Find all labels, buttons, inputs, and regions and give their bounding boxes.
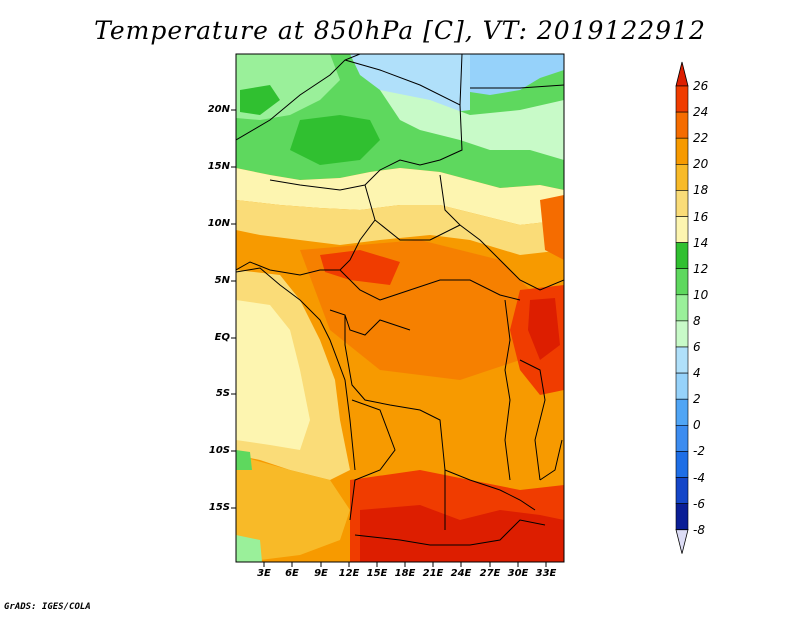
lat-label-20n: 20N xyxy=(207,104,230,115)
lon-label-9e: 9E xyxy=(314,568,328,579)
lon-label-24e: 24E xyxy=(450,568,472,579)
colorbar-label: 0 xyxy=(693,418,701,433)
colorbar-swatch xyxy=(675,320,689,348)
lat-label-eq: EQ xyxy=(214,332,230,343)
axis-ticks xyxy=(231,109,547,567)
colorbar-label: 26 xyxy=(693,79,709,93)
map-title: Temperature at 850hPa [C], VT: 201912291… xyxy=(94,16,706,45)
colorbar-swatch xyxy=(675,424,689,452)
colorbar-swatch xyxy=(675,268,689,296)
lon-label-30e: 30E xyxy=(507,568,529,579)
colorbar-swatch xyxy=(675,111,689,139)
colorbar-swatch xyxy=(675,164,689,191)
colorbar-swatch xyxy=(675,372,689,400)
colorbar-label: 12 xyxy=(693,261,709,276)
colorbar-label: -4 xyxy=(693,470,705,485)
country-borders xyxy=(236,54,564,546)
colorbar-label: 22 xyxy=(693,131,709,146)
map-frame xyxy=(235,53,565,563)
colorbar-label: -8 xyxy=(693,522,705,537)
lon-label-33e: 33E xyxy=(535,568,557,579)
lon-label-15e: 15E xyxy=(366,568,388,579)
lat-label-15s: 15S xyxy=(208,502,230,513)
lon-label-18e: 18E xyxy=(394,568,416,579)
colorbar-swatch xyxy=(675,398,689,426)
colorbar-label: -6 xyxy=(693,496,705,511)
colorbar xyxy=(675,61,689,554)
colorbar-swatch xyxy=(675,294,689,322)
colorbar-swatch xyxy=(675,216,689,243)
colorbar-top-arrow xyxy=(675,61,689,87)
lat-label-10n: 10N xyxy=(207,218,230,229)
colorbar-label: 14 xyxy=(693,235,709,250)
colorbar-label: 20 xyxy=(693,157,709,172)
temperature-field xyxy=(236,54,564,562)
colorbar-swatch xyxy=(675,503,689,531)
lat-label-10s: 10S xyxy=(208,445,230,456)
colorbar-swatch xyxy=(675,137,689,165)
lon-label-6e: 6E xyxy=(285,568,299,579)
colorbar-label: 10 xyxy=(693,287,709,302)
colorbar-bottom-arrow xyxy=(675,529,689,554)
colorbar-label: -2 xyxy=(693,444,705,459)
colorbar-label: 2 xyxy=(693,392,701,407)
colorbar-label: 4 xyxy=(693,366,701,381)
colorbar-label: 6 xyxy=(693,340,701,354)
lon-label-21e: 21E xyxy=(422,568,444,579)
colorbar-label: 24 xyxy=(693,105,709,120)
colorbar-swatch xyxy=(675,346,689,374)
colorbar-swatch xyxy=(675,85,689,113)
lon-label-3e: 3E xyxy=(257,568,271,579)
colorbar-label: 8 xyxy=(693,313,701,328)
lat-label-15n: 15N xyxy=(207,161,230,172)
colorbar-label: 18 xyxy=(693,183,709,198)
colorbar-label: 16 xyxy=(693,209,709,224)
lat-label-5n: 5N xyxy=(214,275,230,286)
lat-label-5s: 5S xyxy=(215,388,230,399)
grads-credit: GrADS: IGES/COLA xyxy=(4,602,91,612)
lon-label-12e: 12E xyxy=(338,568,360,579)
colorbar-swatch xyxy=(675,451,689,478)
colorbar-swatch xyxy=(675,190,689,217)
colorbar-swatch xyxy=(675,477,689,504)
lon-label-27e: 27E xyxy=(479,568,501,579)
colorbar-swatch xyxy=(675,242,689,270)
